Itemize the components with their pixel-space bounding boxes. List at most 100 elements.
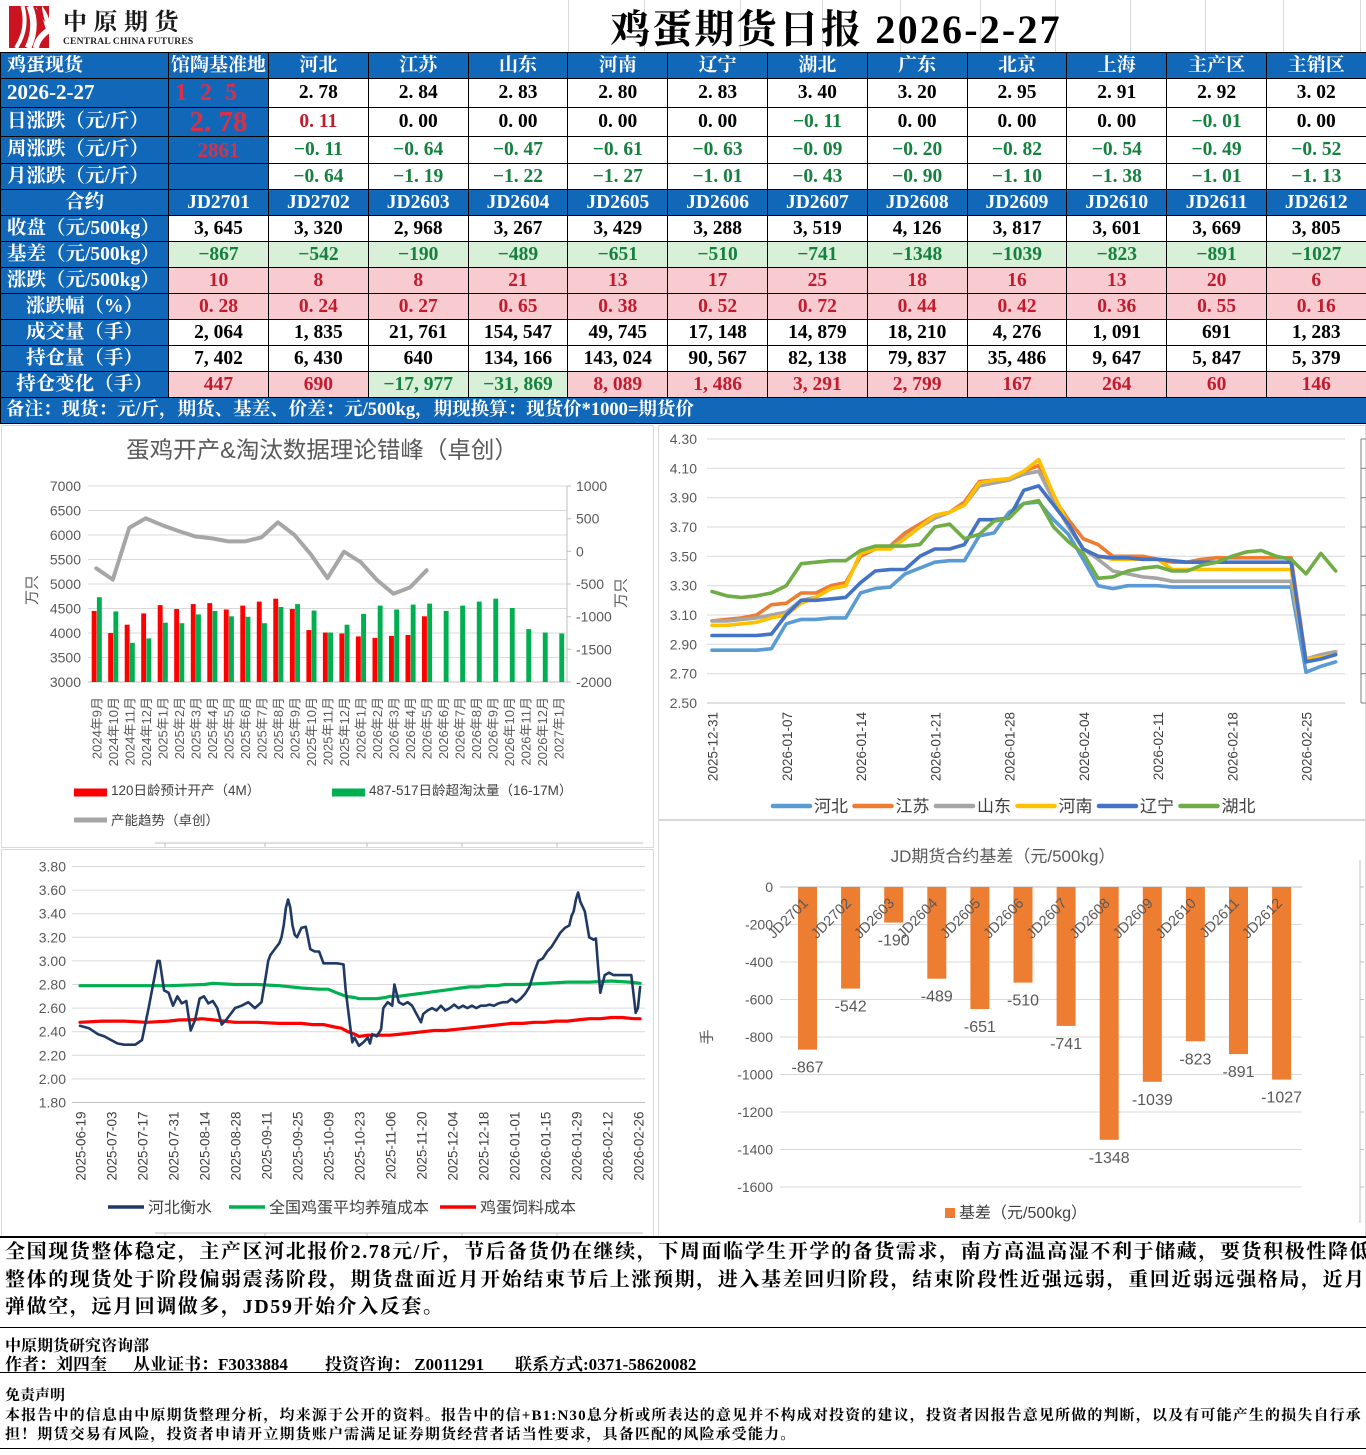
svg-text:-823: -823: [1179, 1051, 1211, 1068]
svg-text:2.90: 2.90: [670, 636, 697, 652]
svg-text:手: 手: [699, 1029, 716, 1044]
svg-text:2026-01-14: 2026-01-14: [854, 712, 869, 782]
svg-text:2025年12月: 2025年12月: [337, 697, 352, 766]
svg-text:2026年9月: 2026年9月: [486, 697, 501, 759]
svg-text:2.20: 2.20: [39, 1047, 66, 1063]
svg-text:2026年5月: 2026年5月: [420, 697, 435, 759]
svg-text:3.30: 3.30: [670, 578, 697, 594]
svg-text:2025-07-17: 2025-07-17: [135, 1111, 150, 1180]
svg-text:2025-07-31: 2025-07-31: [166, 1111, 181, 1180]
svg-text:-891: -891: [1222, 1064, 1254, 1081]
svg-text:2025-07-03: 2025-07-03: [104, 1111, 119, 1180]
svg-text:-1400: -1400: [737, 1142, 773, 1158]
svg-text:7000: 7000: [50, 478, 81, 494]
svg-text:2026-01-07: 2026-01-07: [780, 712, 795, 781]
svg-text:2025-12-18: 2025-12-18: [476, 1112, 491, 1181]
svg-text:2.70: 2.70: [670, 666, 697, 682]
svg-text:2026-01-01: 2026-01-01: [507, 1112, 522, 1181]
svg-text:万只: 万只: [613, 578, 630, 608]
svg-text:鸡蛋饲料成本: 鸡蛋饲料成本: [480, 1199, 576, 1217]
svg-text:-1000: -1000: [576, 609, 612, 625]
svg-text:2026年2月: 2026年2月: [370, 697, 385, 759]
svg-text:2024年11月: 2024年11月: [122, 697, 137, 765]
svg-text:3000: 3000: [50, 674, 81, 690]
svg-text:2025-12-04: 2025-12-04: [445, 1111, 460, 1181]
svg-text:2026-02-26: 2026-02-26: [631, 1112, 646, 1181]
svg-text:-2000: -2000: [576, 674, 612, 690]
svg-text:2025年3月: 2025年3月: [188, 697, 203, 759]
svg-text:2026-02-04: 2026-02-04: [1077, 711, 1092, 781]
svg-text:1.80: 1.80: [39, 1095, 66, 1111]
svg-text:3.20: 3.20: [39, 929, 66, 945]
svg-text:4.10: 4.10: [670, 460, 697, 476]
svg-text:2025年11月: 2025年11月: [321, 697, 336, 765]
svg-text:2025-09-11: 2025-09-11: [259, 1111, 274, 1179]
svg-text:5000: 5000: [50, 576, 81, 592]
svg-text:2025-11-06: 2025-11-06: [383, 1111, 398, 1179]
svg-text:0: 0: [765, 879, 773, 895]
svg-text:2025年10月: 2025年10月: [304, 697, 319, 766]
svg-text:山东: 山东: [977, 797, 1011, 816]
svg-text:-1348: -1348: [1089, 1150, 1130, 1167]
svg-text:2026年10月: 2026年10月: [502, 697, 517, 766]
svg-text:2026-02-25: 2026-02-25: [1300, 712, 1315, 781]
svg-text:-542: -542: [835, 999, 867, 1016]
svg-text:2027年1月: 2027年1月: [552, 697, 567, 759]
svg-text:6500: 6500: [50, 503, 81, 519]
svg-text:河南: 河南: [1059, 797, 1093, 816]
svg-text:2026年12月: 2026年12月: [535, 697, 550, 766]
svg-text:-510: -510: [1007, 993, 1039, 1010]
svg-text:2.00: 2.00: [39, 1071, 66, 1087]
svg-text:-1039: -1039: [1132, 1092, 1173, 1109]
svg-text:产能趋势（卓创）: 产能趋势（卓创）: [111, 813, 219, 828]
svg-text:2026年1月: 2026年1月: [354, 697, 369, 759]
svg-text:3.70: 3.70: [670, 519, 697, 535]
svg-text:2025年9月: 2025年9月: [287, 697, 302, 759]
svg-text:江苏: 江苏: [896, 797, 930, 816]
svg-text:-741: -741: [1050, 1036, 1082, 1053]
svg-text:基差（元/500kg）: 基差（元/500kg）: [959, 1204, 1087, 1222]
svg-text:4000: 4000: [50, 625, 81, 641]
svg-text:万只: 万只: [24, 575, 41, 605]
svg-text:湖北: 湖北: [1222, 797, 1256, 816]
svg-text:2.40: 2.40: [39, 1024, 66, 1040]
svg-text:-489: -489: [921, 989, 953, 1006]
svg-text:2025年8月: 2025年8月: [271, 697, 286, 759]
svg-text:2025年2月: 2025年2月: [172, 697, 187, 759]
svg-text:4500: 4500: [50, 601, 81, 617]
svg-text:2025年6月: 2025年6月: [238, 697, 253, 759]
svg-text:2026年6月: 2026年6月: [436, 697, 451, 759]
svg-text:2026-01-15: 2026-01-15: [538, 1112, 553, 1181]
svg-text:2026-02-12: 2026-02-12: [600, 1112, 615, 1181]
svg-text:2025年1月: 2025年1月: [155, 697, 170, 759]
svg-text:3.90: 3.90: [670, 490, 697, 506]
svg-text:2025年7月: 2025年7月: [254, 697, 269, 759]
svg-text:全国鸡蛋平均养殖成本: 全国鸡蛋平均养殖成本: [269, 1199, 429, 1217]
svg-text:2025-06-19: 2025-06-19: [74, 1112, 89, 1181]
svg-text:辽宁: 辽宁: [1140, 797, 1174, 816]
svg-text:-500: -500: [576, 576, 604, 592]
svg-text:4.30: 4.30: [670, 431, 697, 447]
svg-text:2025-09-25: 2025-09-25: [290, 1111, 305, 1180]
svg-text:3.50: 3.50: [670, 548, 697, 564]
svg-text:2025-10-09: 2025-10-09: [321, 1111, 336, 1180]
svg-text:-1027: -1027: [1261, 1090, 1302, 1107]
svg-text:2026年3月: 2026年3月: [387, 697, 402, 759]
svg-text:3.00: 3.00: [39, 953, 66, 969]
svg-text:-1200: -1200: [737, 1104, 773, 1120]
svg-text:3.10: 3.10: [670, 607, 697, 623]
svg-text:-651: -651: [964, 1019, 996, 1036]
svg-text:-1000: -1000: [737, 1067, 773, 1083]
svg-text:2026-02-18: 2026-02-18: [1225, 712, 1240, 781]
svg-text:2025-12-31: 2025-12-31: [706, 712, 721, 781]
svg-text:-200: -200: [745, 917, 773, 933]
svg-text:2026-01-29: 2026-01-29: [569, 1112, 584, 1181]
svg-text:3500: 3500: [50, 650, 81, 666]
svg-text:2025年4月: 2025年4月: [205, 697, 220, 759]
svg-text:2026-01-28: 2026-01-28: [1003, 712, 1018, 781]
svg-text:-1500: -1500: [576, 641, 612, 657]
svg-text:6000: 6000: [50, 527, 81, 543]
svg-text:2024年12月: 2024年12月: [139, 697, 154, 766]
svg-text:120日龄预计开产（4M）: 120日龄预计开产（4M）: [111, 783, 260, 798]
svg-text:2026-01-21: 2026-01-21: [928, 712, 943, 781]
